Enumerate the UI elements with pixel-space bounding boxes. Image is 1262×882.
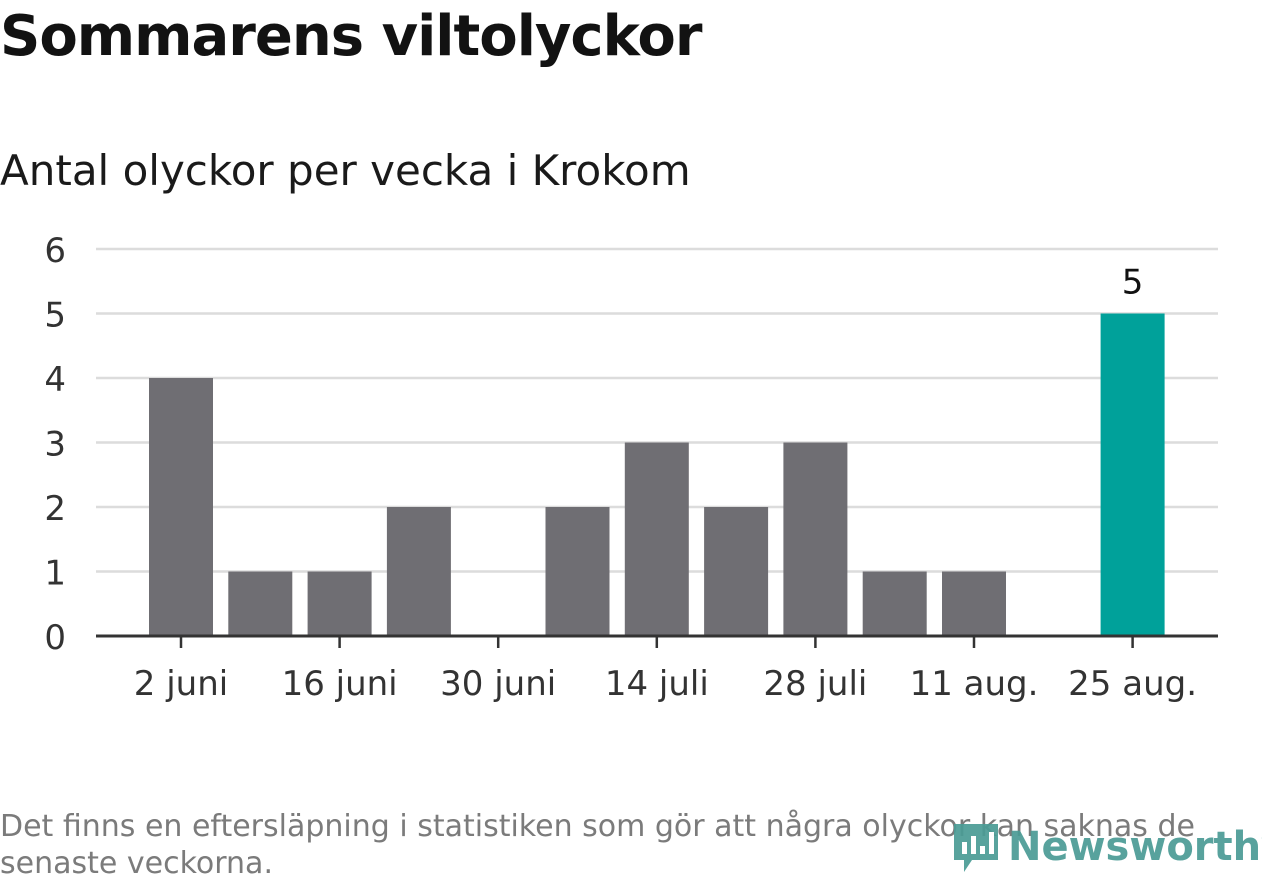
bar xyxy=(149,378,213,636)
bar xyxy=(228,571,293,636)
bar-chart: 0 1 2 3 4 5 6 2 juni 16 juni 30 juni 14 juli 28 ju… xyxy=(44,231,1218,704)
x-tick-label: 16 juni xyxy=(282,664,398,704)
bar xyxy=(624,442,689,636)
bar xyxy=(783,442,848,636)
y-tick-label: 6 xyxy=(44,231,66,271)
y-tick-label: 0 xyxy=(44,618,66,658)
bar xyxy=(386,507,451,636)
y-tick-label: 2 xyxy=(44,489,66,529)
bar xyxy=(307,571,372,636)
newsworthy-logo: Newsworthy xyxy=(950,818,1262,876)
bar-highlight xyxy=(1100,313,1165,636)
bars xyxy=(149,313,1165,636)
newsworthy-logo-icon xyxy=(954,824,998,872)
newsworthy-logo-text: Newsworthy xyxy=(1008,824,1262,870)
y-tick-label: 1 xyxy=(44,554,66,594)
y-tick-label: 4 xyxy=(44,360,66,400)
x-axis-ticks: 2 juni 16 juni 30 juni 14 juli 28 juli 11 aug… xyxy=(134,636,1197,704)
bar xyxy=(704,507,769,636)
bar xyxy=(862,571,927,636)
data-labels: 5 xyxy=(1122,263,1144,303)
x-tick-label: 30 juni xyxy=(440,664,556,704)
y-tick-label: 3 xyxy=(44,425,66,465)
y-axis-ticks: 0 1 2 3 4 5 6 xyxy=(44,231,66,658)
bar xyxy=(545,507,610,636)
chart-title: Sommarens viltolyckor xyxy=(0,4,702,69)
x-tick-label: 14 juli xyxy=(605,664,709,704)
y-tick-label: 5 xyxy=(44,296,66,336)
data-label: 5 xyxy=(1122,263,1144,303)
bar xyxy=(942,571,1006,636)
x-tick-label: 2 juni xyxy=(134,664,228,704)
x-tick-label: 25 aug. xyxy=(1068,664,1197,704)
chart-subtitle: Antal olyckor per vecka i Krokom xyxy=(0,146,691,195)
x-tick-label: 11 aug. xyxy=(910,664,1039,704)
x-tick-label: 28 juli xyxy=(763,664,867,704)
